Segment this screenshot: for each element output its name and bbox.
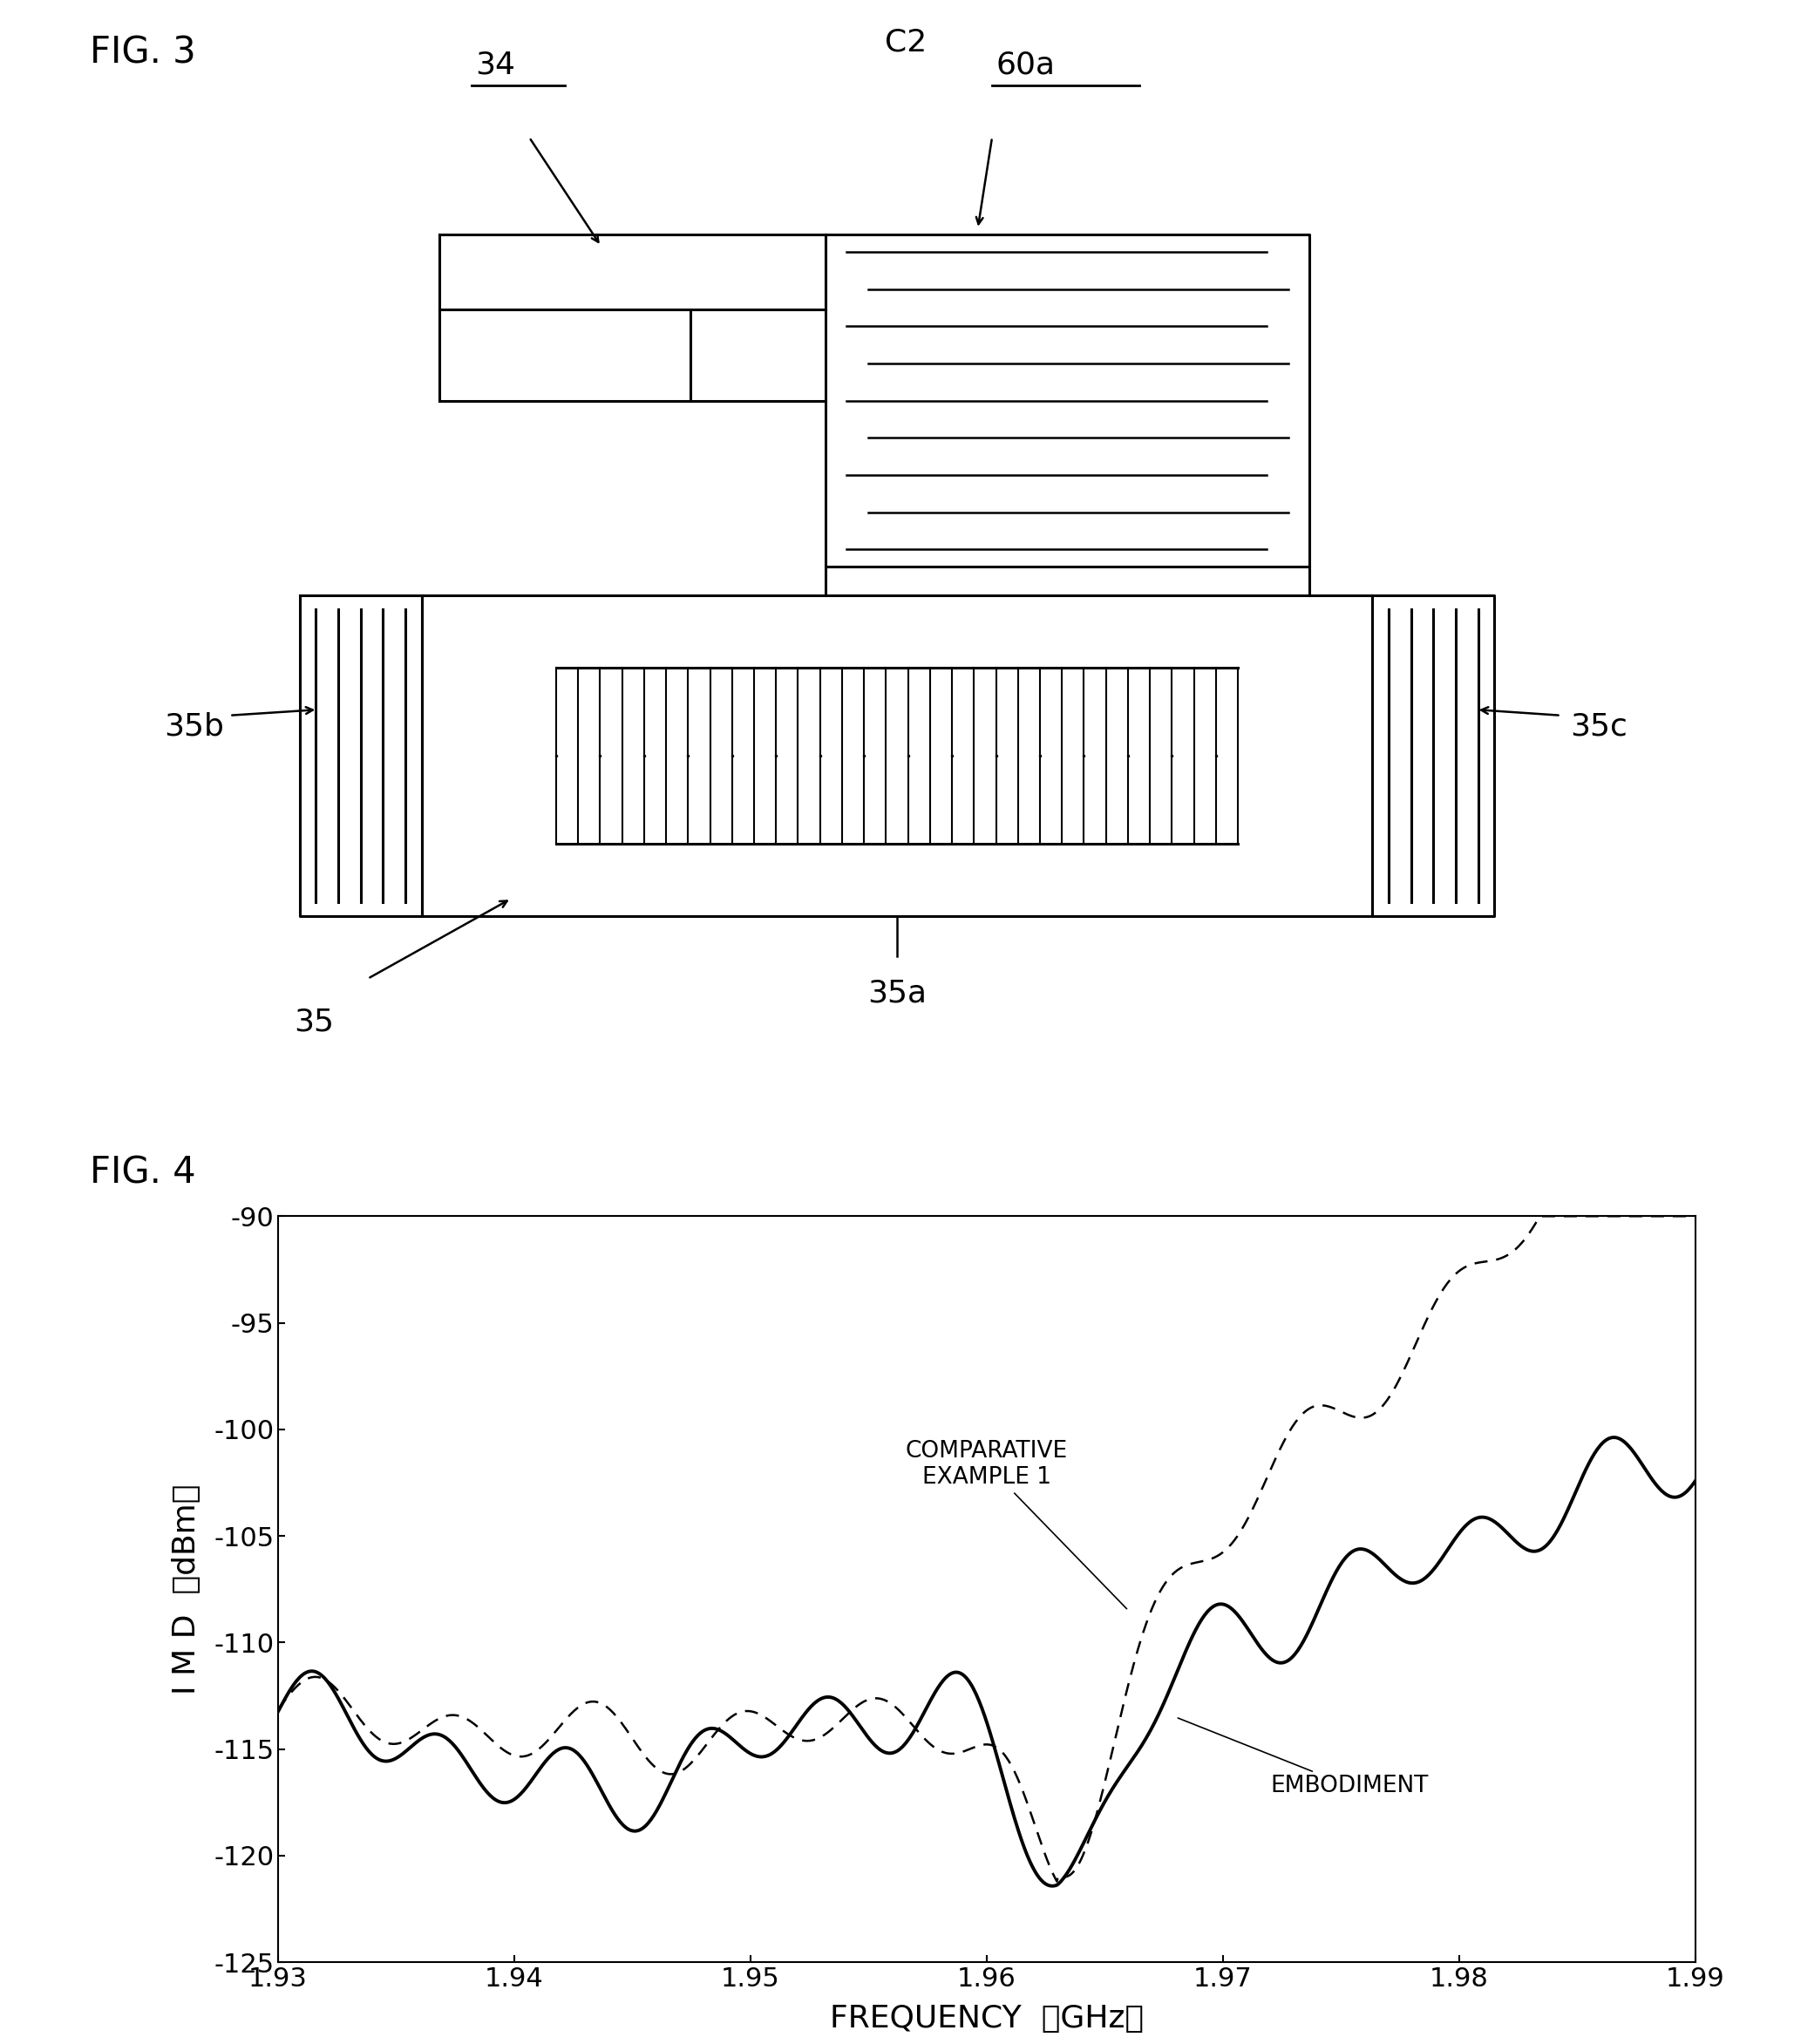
Text: 34: 34 [475, 51, 515, 80]
Text: 35: 35 [294, 1008, 334, 1036]
X-axis label: FREQUENCY  （GHz）: FREQUENCY （GHz） [831, 2003, 1143, 2034]
Text: C2: C2 [884, 29, 927, 57]
Text: 60a: 60a [996, 51, 1055, 80]
Text: FIG. 3: FIG. 3 [90, 35, 196, 72]
Text: 35b: 35b [165, 711, 224, 742]
Text: FIG. 4: FIG. 4 [90, 1155, 196, 1192]
Text: 35c: 35c [1570, 711, 1627, 742]
Text: COMPARATIVE
EXAMPLE 1: COMPARATIVE EXAMPLE 1 [906, 1441, 1127, 1609]
Y-axis label: I M D  （dBm）: I M D （dBm） [172, 1484, 201, 1694]
Text: 35a: 35a [867, 979, 927, 1008]
Text: EMBODIMENT: EMBODIMENT [1179, 1719, 1428, 1797]
